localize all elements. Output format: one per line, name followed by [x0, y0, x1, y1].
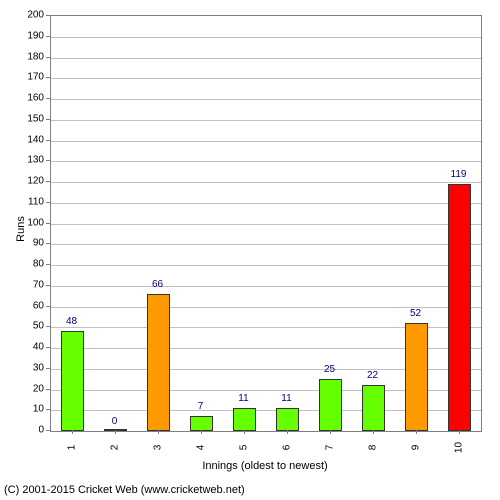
xtick-mark [287, 430, 288, 434]
ytick-label: 30 [33, 362, 44, 373]
gridline [51, 286, 481, 287]
bar-value-label: 66 [152, 279, 163, 290]
bar-value-label: 25 [324, 364, 335, 375]
ytick-mark [46, 264, 50, 265]
xtick-mark [373, 430, 374, 434]
xtick-mark [115, 430, 116, 434]
ytick-label: 100 [27, 217, 44, 228]
ytick-label: 190 [27, 30, 44, 41]
ytick-mark [46, 347, 50, 348]
ytick-label: 140 [27, 134, 44, 145]
y-axis-label: Runs [15, 216, 27, 242]
copyright-text: (C) 2001-2015 Cricket Web (www.cricketwe… [4, 484, 245, 496]
ytick-mark [46, 326, 50, 327]
ytick-mark [46, 430, 50, 431]
gridline [51, 99, 481, 100]
gridline [51, 182, 481, 183]
xtick-mark [158, 430, 159, 434]
gridline [51, 265, 481, 266]
bar-value-label: 7 [198, 401, 204, 412]
ytick-label: 170 [27, 72, 44, 83]
xtick-label: 5 [238, 438, 249, 458]
chart-container: Runs Innings (oldest to newest) (C) 2001… [0, 0, 500, 500]
ytick-label: 130 [27, 155, 44, 166]
ytick-mark [46, 119, 50, 120]
bar [319, 379, 343, 431]
bar [276, 408, 300, 431]
gridline [51, 58, 481, 59]
bar [405, 323, 429, 431]
ytick-label: 40 [33, 342, 44, 353]
ytick-mark [46, 160, 50, 161]
bar-value-label: 11 [238, 393, 248, 404]
bar-value-label: 52 [410, 308, 421, 319]
ytick-label: 120 [27, 176, 44, 187]
gridline [51, 141, 481, 142]
gridline [51, 78, 481, 79]
xtick-mark [72, 430, 73, 434]
xtick-label: 10 [453, 438, 464, 458]
ytick-mark [46, 140, 50, 141]
xtick-label: 2 [109, 438, 120, 458]
gridline [51, 244, 481, 245]
xtick-label: 4 [195, 438, 206, 458]
ytick-mark [46, 57, 50, 58]
bar-value-label: 11 [281, 393, 291, 404]
bar [448, 184, 472, 431]
plot-area [50, 15, 482, 432]
ytick-label: 180 [27, 51, 44, 62]
xtick-label: 9 [410, 438, 421, 458]
ytick-label: 10 [33, 404, 44, 415]
ytick-mark [46, 15, 50, 16]
ytick-label: 90 [33, 238, 44, 249]
xtick-label: 6 [281, 438, 292, 458]
bar-value-label: 48 [66, 316, 77, 327]
xtick-label: 8 [367, 438, 378, 458]
gridline [51, 37, 481, 38]
ytick-label: 150 [27, 113, 44, 124]
gridline [51, 161, 481, 162]
ytick-mark [46, 202, 50, 203]
bar [61, 331, 85, 431]
ytick-mark [46, 368, 50, 369]
x-axis-label: Innings (oldest to newest) [50, 460, 480, 472]
ytick-label: 60 [33, 300, 44, 311]
ytick-label: 160 [27, 93, 44, 104]
ytick-mark [46, 77, 50, 78]
ytick-mark [46, 223, 50, 224]
gridline [51, 120, 481, 121]
ytick-mark [46, 389, 50, 390]
bar [233, 408, 257, 431]
ytick-mark [46, 285, 50, 286]
ytick-label: 200 [27, 10, 44, 21]
xtick-mark [416, 430, 417, 434]
xtick-label: 3 [152, 438, 163, 458]
ytick-label: 0 [38, 425, 44, 436]
ytick-mark [46, 306, 50, 307]
bar-value-label: 22 [367, 370, 378, 381]
xtick-mark [201, 430, 202, 434]
xtick-label: 1 [66, 438, 77, 458]
ytick-label: 20 [33, 383, 44, 394]
ytick-label: 110 [28, 196, 44, 207]
ytick-mark [46, 36, 50, 37]
bar-value-label: 0 [112, 416, 118, 427]
xtick-mark [330, 430, 331, 434]
ytick-label: 70 [33, 279, 44, 290]
bar [147, 294, 171, 431]
xtick-mark [244, 430, 245, 434]
xtick-label: 7 [324, 438, 335, 458]
ytick-mark [46, 98, 50, 99]
ytick-mark [46, 409, 50, 410]
bar-value-label: 119 [451, 169, 467, 180]
ytick-mark [46, 181, 50, 182]
ytick-label: 80 [33, 259, 44, 270]
gridline [51, 203, 481, 204]
ytick-mark [46, 243, 50, 244]
gridline [51, 224, 481, 225]
bar [362, 385, 386, 431]
bar [190, 416, 214, 431]
xtick-mark [459, 430, 460, 434]
ytick-label: 50 [33, 321, 44, 332]
